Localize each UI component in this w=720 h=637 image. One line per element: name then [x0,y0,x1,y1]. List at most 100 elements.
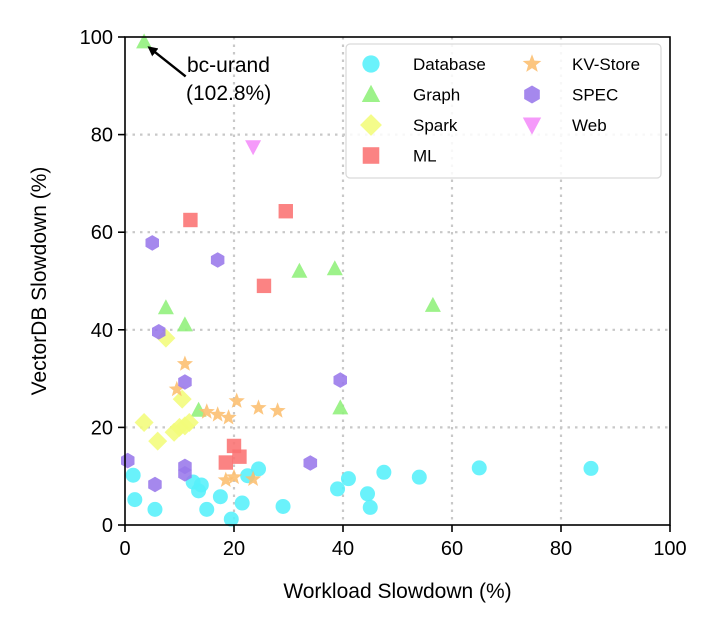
data-point-kv-store [217,471,234,487]
legend-marker [362,147,380,164]
legend-items: Database Graph Spark ML KV-Store SPEC Web [360,54,640,166]
data-point-database [234,495,250,511]
data-point-spec [178,374,192,390]
legend-marker [524,85,540,104]
legend-label: KV-Store [572,55,640,74]
y-axis-label: VectorDB Slowdown (%) [28,167,51,396]
x-tick-label: 60 [441,538,463,560]
data-point-spec [121,452,135,469]
data-point-database [125,467,141,483]
data-point-ml [218,455,234,470]
data-point-graph [424,296,441,312]
data-point-kv-store [228,392,245,408]
data-point-spec [303,455,318,471]
legend: Database Graph Spark ML KV-Store SPEC Web [345,43,662,179]
series-database [125,460,599,527]
data-point-graph [176,316,193,332]
axis-ticks: 0 20 40 60 80 100 0 20 40 60 80 100 [80,27,687,560]
data-point-spark [172,389,192,409]
legend-marker [522,117,542,135]
data-point-kv-store [250,399,267,415]
annotation-arrow [147,46,187,78]
series-spark [134,328,199,451]
data-point-web [245,140,262,156]
y-tick-label: 60 [91,222,113,244]
data-point-database [411,469,427,485]
legend-marker [360,114,382,136]
data-point-spec [333,372,347,388]
data-point-spark [179,413,199,432]
series-graph [136,33,441,417]
data-point-database [362,499,378,515]
y-tick-label: 40 [91,320,113,342]
data-point-database [212,489,228,505]
data-point-graph [291,262,308,278]
data-point-spec [178,466,192,482]
legend-marker [362,55,380,73]
legend-label: Database [413,55,486,74]
data-point-database [471,460,487,476]
legend-label: SPEC [572,86,618,105]
data-point-database [147,501,163,517]
x-axis-label: Workload Slowdown (%) [283,580,511,603]
data-point-kv-store [209,406,226,422]
data-point-kv-store [198,403,215,419]
data-point-database [223,511,239,527]
legend-entry-database: Database [362,55,486,74]
data-point-spec [210,252,225,268]
data-point-graph [157,299,174,315]
annotation-label: bc-urand [187,54,270,77]
legend-label: Web [572,116,607,135]
data-point-kv-store [245,470,262,486]
series-web [245,140,262,156]
data-point-spec [145,235,159,251]
data-point-graph [190,401,207,417]
data-point-kv-store [220,409,237,425]
data-point-kv-store [269,402,286,418]
data-point-ml [256,278,272,294]
x-tick-label: 20 [223,538,245,560]
legend-frame [345,43,662,179]
legend-label: Graph [413,86,460,105]
data-point-database [330,481,346,497]
legend-entry-graph: Graph [361,84,460,105]
legend-label: ML [413,147,437,166]
legend-entry-kv-store: KV-Store [522,54,640,74]
y-tick-label: 20 [91,417,113,439]
data-point-database [583,460,599,476]
data-point-graph [332,399,349,415]
legend-marker [522,54,542,72]
data-point-kv-store [168,380,185,397]
data-point-kv-store [176,355,193,371]
legend-label: Spark [413,116,458,135]
data-point-spec [152,324,166,340]
y-tick-label: 80 [91,125,113,147]
legend-entry-spec: SPEC [524,86,618,105]
data-point-spark [148,431,168,451]
legend-entry-ml: ML [362,147,437,166]
plot-frame [124,36,671,526]
annotation: bc-urand (102.8%) [147,46,271,105]
data-point-ml [232,449,247,464]
x-tick-label: 100 [653,538,686,560]
data-point-database [251,461,267,477]
data-point-ml [183,212,198,228]
legend-entry-web: Web [522,116,607,135]
data-point-kv-store [225,468,243,485]
series-kv-store [168,355,286,487]
data-point-database [193,477,209,493]
data-point-graph [136,33,153,49]
y-tick-label: 0 [102,515,113,537]
data-point-ml [278,204,293,219]
data-point-database [275,498,291,514]
x-tick-label: 40 [332,538,354,560]
series-ml [183,204,293,470]
x-tick-label: 80 [550,538,572,560]
data-point-database [127,492,143,508]
data-point-database [199,501,215,517]
data-point-database [376,464,392,480]
data-point-graph [326,260,343,276]
annotation-value: (102.8%) [186,82,271,105]
